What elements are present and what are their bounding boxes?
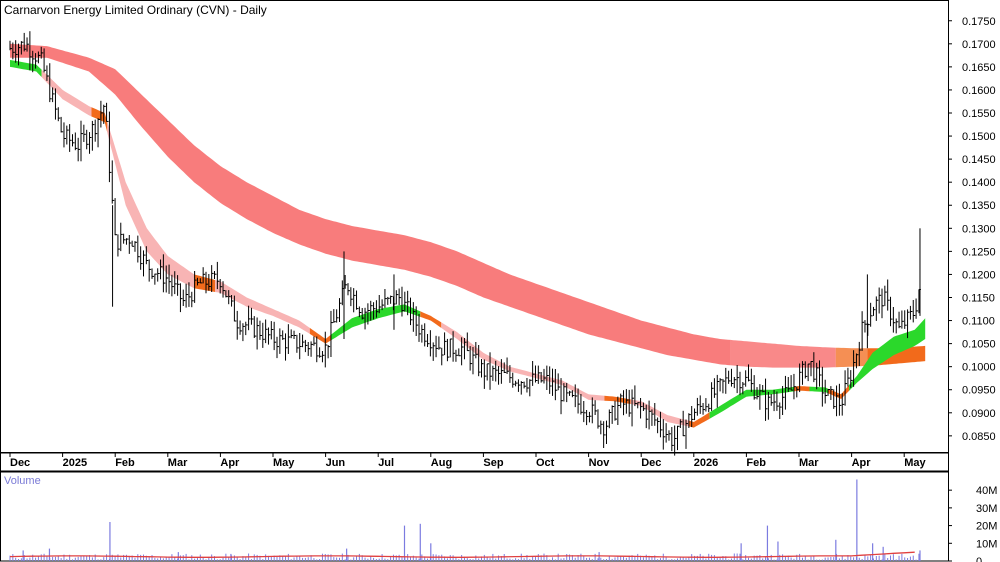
month-label: Dec xyxy=(641,457,661,469)
short-band-segment-16 xyxy=(827,385,849,399)
price-bars xyxy=(9,31,921,456)
price-tick-label: 0.1250 xyxy=(962,246,996,258)
month-label: Jun xyxy=(326,457,346,469)
short-band-segment-1 xyxy=(41,69,92,117)
month-label: May xyxy=(273,457,295,469)
price-tick-label: 0.1400 xyxy=(962,177,996,189)
short-band-segment-14 xyxy=(793,386,810,392)
month-label: Sep xyxy=(483,457,503,469)
month-label: Nov xyxy=(589,457,611,469)
month-label: Apr xyxy=(220,457,240,469)
month-label: Apr xyxy=(852,457,872,469)
short-band-segment-7 xyxy=(330,304,421,341)
month-label: 2025 xyxy=(63,457,87,469)
volume-tick-label: 20M xyxy=(976,521,997,533)
price-tick-label: 0.1000 xyxy=(962,362,996,374)
price-tick-label: 0.1700 xyxy=(962,39,996,51)
volume-tick-label: 40M xyxy=(976,485,997,497)
month-label: Aug xyxy=(431,457,452,469)
short-band-segment-4 xyxy=(194,274,216,292)
price-tick-label: 0.1150 xyxy=(962,292,995,304)
price-tick-label: 0.1200 xyxy=(962,269,996,281)
price-tick-label: 0.1550 xyxy=(962,108,996,120)
price-tick-label: 0.0900 xyxy=(962,408,996,420)
price-tick-label: 0.1750 xyxy=(962,16,996,28)
volume-average-line xyxy=(9,551,915,558)
price-tick-label: 0.1600 xyxy=(962,85,996,97)
month-label: Oct xyxy=(536,457,555,469)
price-tick-label: 0.1650 xyxy=(962,62,996,74)
short-band-segment-17 xyxy=(849,318,926,391)
short-band-segment-8 xyxy=(420,311,442,328)
month-label: May xyxy=(904,457,926,469)
price-tick-label: 0.1500 xyxy=(962,131,996,143)
short-term-band xyxy=(10,60,926,428)
price-tick-label: 0.0850 xyxy=(962,431,996,443)
month-axis: Dec 2025 Feb Mar Apr May Jun Jul Aug Sep Oct Nov Dec… xyxy=(9,452,926,469)
month-label: Jul xyxy=(378,457,394,469)
month-axis-strip xyxy=(0,452,949,472)
volume-tick-label: 10M xyxy=(976,538,997,550)
price-tick-label: 0.0950 xyxy=(962,385,996,397)
volume-axis: 40M 30M 20M 10M 0 xyxy=(948,485,997,562)
volume-tick-label: 30M xyxy=(976,503,997,515)
volume-plot-frame xyxy=(0,471,949,562)
month-label: 2026 xyxy=(694,457,718,469)
price-tick-label: 0.1100 xyxy=(962,316,995,328)
chart-title: Carnarvon Energy Limited Ordinary (CVN) … xyxy=(4,3,267,17)
short-band-segment-0 xyxy=(10,60,42,77)
short-band-segment-12 xyxy=(688,412,710,428)
short-band-segment-3 xyxy=(107,121,195,289)
short-band-segment-5 xyxy=(215,280,310,334)
short-band-segment-11 xyxy=(630,399,689,427)
long-band-main xyxy=(10,43,731,366)
month-label: Feb xyxy=(115,457,135,469)
price-tick-label: 0.1350 xyxy=(962,200,996,212)
month-label: Mar xyxy=(799,457,819,469)
month-label: Dec xyxy=(10,457,30,469)
price-tick-label: 0.1050 xyxy=(962,339,996,351)
volume-tick-label: 0 xyxy=(976,556,982,562)
price-tick-label: 0.1450 xyxy=(962,154,996,166)
volume-title: Volume xyxy=(4,475,41,487)
price-axis: 0.1750 0.1700 0.1650 0.1600 0.1550 0.1500 0.14… xyxy=(948,16,996,443)
volume-bars xyxy=(9,479,921,561)
short-band-segment-15 xyxy=(809,386,828,394)
price-tick-label: 0.1300 xyxy=(962,223,996,235)
long-band-cross xyxy=(835,347,868,368)
month-label: Mar xyxy=(168,457,188,469)
long-band-flat xyxy=(730,339,836,368)
month-label: Feb xyxy=(746,457,766,469)
